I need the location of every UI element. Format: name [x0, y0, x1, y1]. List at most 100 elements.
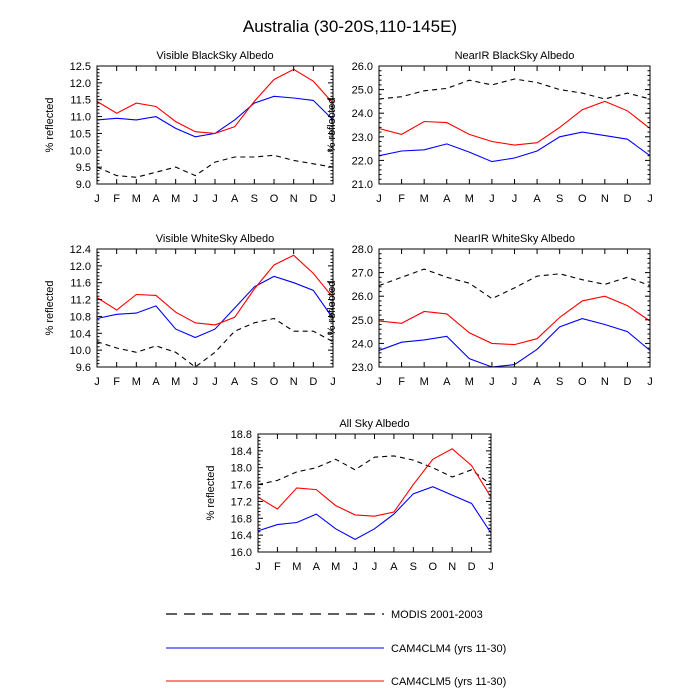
- panel-2: NearIR BlackSky Albedo % reflected 21.0 22.…: [326, 50, 653, 205]
- plot-frame: [96, 65, 334, 185]
- series-clm5: [257, 448, 492, 517]
- y-tick-label: 10.5: [70, 128, 91, 140]
- x-tick-label: M: [420, 193, 429, 205]
- x-tick-label: A: [443, 193, 451, 205]
- y-axis-label: % reflected: [44, 280, 56, 335]
- panel-title: Visible WhiteSky Albedo: [156, 233, 274, 245]
- series-clm5: [96, 68, 334, 134]
- x-tick-label: S: [251, 376, 258, 388]
- x-tick-label: F: [113, 376, 120, 388]
- x-tick-label: J: [489, 193, 495, 205]
- y-tick-label: 23.0: [352, 362, 373, 374]
- panel-title: Visible BlackSky Albedo: [156, 50, 273, 62]
- x-tick-label: F: [398, 376, 405, 388]
- y-tick-label: 11.2: [70, 295, 91, 307]
- y-tick-label: 24.0: [352, 338, 373, 350]
- legend-label-modis: MODIS 2001-2003: [391, 609, 483, 621]
- plot-frame: [96, 248, 334, 368]
- series-modis: [96, 317, 334, 368]
- x-tick-label: S: [251, 193, 258, 205]
- x-tick-label: A: [533, 193, 541, 205]
- x-tick-label: J: [255, 561, 261, 573]
- x-tick-label: N: [601, 376, 609, 388]
- y-tick-label: 16.0: [231, 547, 252, 559]
- y-tick-label: 23.0: [352, 132, 373, 144]
- y-tick-label: 18.4: [231, 446, 252, 458]
- x-tick-label: J: [94, 376, 100, 388]
- series-clm4: [378, 131, 651, 163]
- x-tick-label: D: [623, 376, 631, 388]
- x-tick-label: A: [231, 376, 239, 388]
- x-tick-label: J: [330, 193, 336, 205]
- plot-frame: [378, 248, 651, 368]
- y-tick-label: 26.0: [352, 291, 373, 303]
- series-modis: [378, 78, 651, 100]
- x-tick-label: S: [556, 376, 563, 388]
- x-tick-label: J: [352, 561, 358, 573]
- x-tick-label: D: [309, 376, 317, 388]
- series-modis: [378, 268, 651, 300]
- plot-frame: [378, 65, 651, 185]
- x-tick-label: A: [390, 561, 398, 573]
- y-tick-label: 9.5: [76, 162, 91, 174]
- panel-title: All Sky Albedo: [339, 418, 409, 430]
- x-tick-label: D: [309, 193, 317, 205]
- x-tick-label: O: [270, 193, 279, 205]
- legend-label-clm4: CAM4CLM4 (yrs 11-30): [391, 643, 506, 655]
- series-clm4: [257, 486, 492, 541]
- x-tick-label: A: [443, 376, 451, 388]
- y-tick-label: 12.5: [70, 61, 91, 73]
- x-tick-label: A: [533, 376, 541, 388]
- y-tick-label: 12.0: [70, 261, 91, 273]
- y-tick-label: 24.0: [352, 108, 373, 120]
- panel-title: NearIR BlackSky Albedo: [455, 50, 575, 62]
- x-tick-label: J: [94, 193, 100, 205]
- series-modis: [96, 154, 334, 178]
- x-tick-label: M: [132, 376, 141, 388]
- x-tick-label: O: [428, 561, 437, 573]
- x-tick-label: M: [465, 376, 474, 388]
- x-tick-label: J: [330, 376, 336, 388]
- y-axis-label: % reflected: [44, 97, 56, 152]
- x-tick-label: O: [578, 376, 587, 388]
- y-axis-label: % reflected: [326, 280, 338, 335]
- y-tick-label: 22.0: [352, 155, 373, 167]
- y-axis-label: % reflected: [326, 97, 338, 152]
- x-tick-label: O: [270, 376, 279, 388]
- x-tick-label: O: [578, 193, 587, 205]
- x-tick-label: J: [647, 376, 653, 388]
- x-tick-label: M: [331, 561, 340, 573]
- x-tick-label: D: [623, 193, 631, 205]
- x-tick-label: A: [152, 193, 160, 205]
- series-clm4: [96, 95, 334, 138]
- y-tick-label: 10.0: [70, 145, 91, 157]
- y-tick-label: 26.0: [352, 61, 373, 73]
- x-tick-label: A: [152, 376, 160, 388]
- x-tick-label: A: [313, 561, 321, 573]
- x-tick-label: N: [290, 193, 298, 205]
- panel-5: All Sky Albedo % reflected 16.0 16.4 16.8 17.…: [205, 418, 494, 573]
- y-tick-label: 9.6: [76, 362, 91, 374]
- x-tick-label: A: [231, 193, 239, 205]
- x-tick-label: J: [212, 193, 218, 205]
- x-tick-label: D: [468, 561, 476, 573]
- x-tick-label: J: [512, 193, 518, 205]
- x-tick-label: J: [488, 561, 494, 573]
- legend: MODIS 2001-2003 CAM4CLM4 (yrs 11-30) CAM4C…: [166, 609, 506, 688]
- x-tick-label: J: [376, 193, 382, 205]
- panel-title: NearIR WhiteSky Albedo: [454, 233, 575, 245]
- x-tick-label: J: [376, 376, 382, 388]
- x-tick-label: J: [512, 376, 518, 388]
- x-tick-label: J: [489, 376, 495, 388]
- y-tick-label: 9.0: [76, 179, 91, 191]
- legend-label-clm5: CAM4CLM5 (yrs 11-30): [391, 676, 506, 688]
- y-tick-label: 11.5: [70, 95, 91, 107]
- y-tick-label: 16.4: [231, 530, 252, 542]
- x-tick-label: S: [410, 561, 417, 573]
- x-tick-label: J: [193, 193, 199, 205]
- y-tick-label: 21.0: [352, 179, 373, 191]
- y-tick-label: 10.8: [70, 311, 91, 323]
- y-tick-label: 25.0: [352, 315, 373, 327]
- y-tick-label: 27.0: [352, 268, 373, 280]
